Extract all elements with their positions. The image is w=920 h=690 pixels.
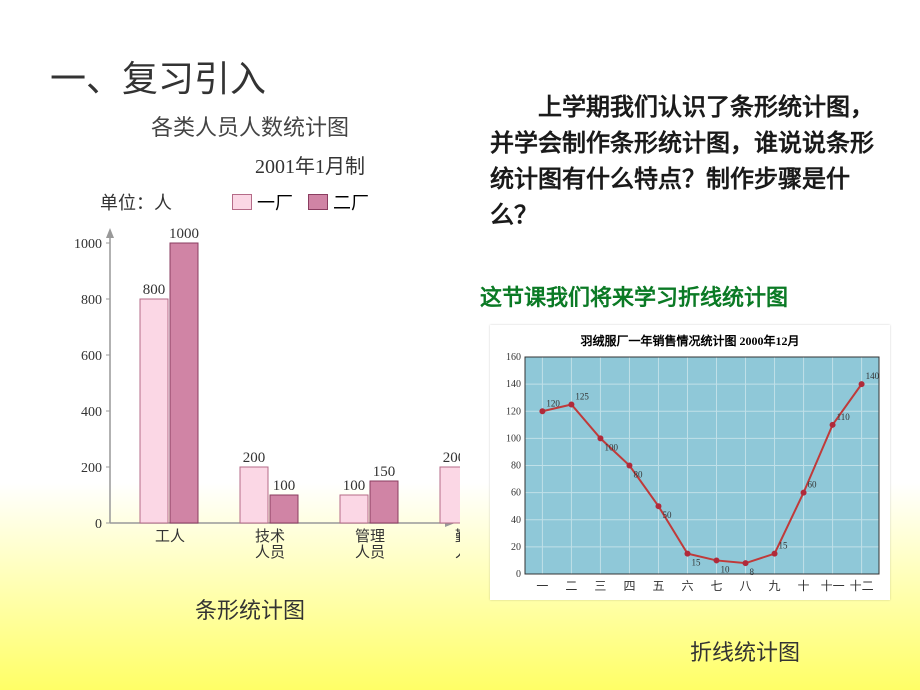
intro-paragraph: 上学期我们认识了条形统计图，并学会制作条形统计图，谁说说条形统计图有什么特点？制…	[490, 90, 890, 234]
svg-text:人员: 人员	[355, 544, 385, 561]
svg-text:50: 50	[662, 510, 672, 520]
svg-text:十一: 十一	[821, 579, 845, 593]
svg-text:80: 80	[511, 461, 521, 472]
legend-label: 一厂	[257, 189, 293, 215]
line-chart-title: 羽绒服厂一年销售情况统计图 2000年12月	[493, 328, 887, 349]
svg-text:110: 110	[837, 412, 851, 422]
svg-text:10: 10	[721, 564, 731, 574]
svg-text:100: 100	[273, 478, 296, 494]
bar-chart-legend: 一厂 二厂	[232, 189, 369, 215]
svg-text:人员: 人员	[455, 544, 460, 561]
svg-text:8: 8	[750, 567, 755, 577]
bar-chart-area: 各类人员人数统计图 2001年1月制 单位：人 一厂 二厂 0 200 400 600 8…	[40, 110, 460, 625]
svg-text:四: 四	[623, 579, 635, 593]
svg-text:0: 0	[516, 569, 521, 580]
legend-item: 二厂	[308, 189, 369, 215]
bar-chart-legend-row: 单位：人 一厂 二厂	[40, 189, 460, 215]
svg-text:150: 150	[373, 464, 396, 480]
line-chart-area: 羽绒服厂一年销售情况统计图 2000年12月 0 20 40 60 80 100 120 14…	[490, 325, 890, 600]
svg-text:800: 800	[143, 282, 166, 298]
svg-text:一: 一	[536, 579, 548, 593]
svg-text:140: 140	[506, 379, 521, 390]
svg-text:人员: 人员	[255, 544, 285, 561]
svg-text:100: 100	[604, 442, 618, 452]
main-title: 一、复习引入	[50, 50, 266, 102]
svg-text:十: 十	[798, 579, 810, 593]
svg-text:15: 15	[779, 541, 789, 551]
svg-text:200: 200	[243, 450, 266, 466]
svg-text:80: 80	[633, 470, 643, 480]
svg-text:600: 600	[81, 349, 102, 364]
svg-text:管理: 管理	[355, 528, 385, 545]
svg-text:200: 200	[81, 461, 102, 476]
svg-text:三: 三	[594, 579, 606, 593]
svg-text:120: 120	[546, 398, 560, 408]
legend-item: 一厂	[232, 189, 293, 215]
svg-text:1000: 1000	[169, 226, 199, 242]
svg-text:120: 120	[506, 406, 521, 417]
svg-text:五: 五	[652, 579, 664, 593]
svg-text:二: 二	[565, 579, 577, 593]
svg-text:技术: 技术	[255, 528, 285, 545]
bar-chart-caption: 条形统计图	[40, 593, 460, 625]
svg-text:140: 140	[866, 371, 880, 381]
svg-text:1000: 1000	[74, 237, 102, 252]
svg-text:125: 125	[575, 391, 589, 401]
svg-text:160: 160	[506, 352, 521, 363]
svg-text:100: 100	[506, 433, 521, 444]
svg-text:40: 40	[511, 515, 521, 526]
svg-text:100: 100	[343, 478, 366, 494]
svg-text:20: 20	[511, 542, 521, 553]
svg-text:工人: 工人	[155, 528, 185, 545]
svg-text:400: 400	[81, 405, 102, 420]
svg-text:六: 六	[681, 579, 693, 593]
bar-chart-svg: 020040060080010008001000工人200100技术人员1001…	[40, 223, 460, 573]
svg-text:15: 15	[691, 558, 701, 568]
svg-text:60: 60	[511, 488, 521, 499]
svg-text:800: 800	[81, 293, 102, 308]
svg-text:十二: 十二	[850, 579, 874, 593]
line-chart-caption: 折线统计图	[690, 635, 800, 667]
bar-chart-title: 各类人员人数统计图	[40, 110, 460, 142]
svg-text:九: 九	[769, 579, 781, 593]
bar-chart-date: 2001年1月制	[40, 150, 460, 179]
svg-text:勤务: 勤务	[455, 528, 460, 545]
line-chart-svg: 0 20 40 60 80 100 120 140 160 一 二 三 四 五 六 七 八 九 十十一十二 120 12…	[493, 349, 887, 599]
legend-swatch	[232, 194, 252, 210]
svg-text:0: 0	[95, 517, 102, 532]
legend-swatch	[308, 194, 328, 210]
bar-chart-unit-label: 单位：人	[100, 189, 172, 215]
legend-label: 二厂	[333, 189, 369, 215]
svg-text:七: 七	[711, 579, 723, 593]
svg-text:60: 60	[808, 480, 818, 490]
announce-text: 这节课我们将来学习折线统计图	[480, 280, 840, 312]
svg-text:200: 200	[443, 450, 460, 466]
svg-text:八: 八	[740, 579, 752, 593]
